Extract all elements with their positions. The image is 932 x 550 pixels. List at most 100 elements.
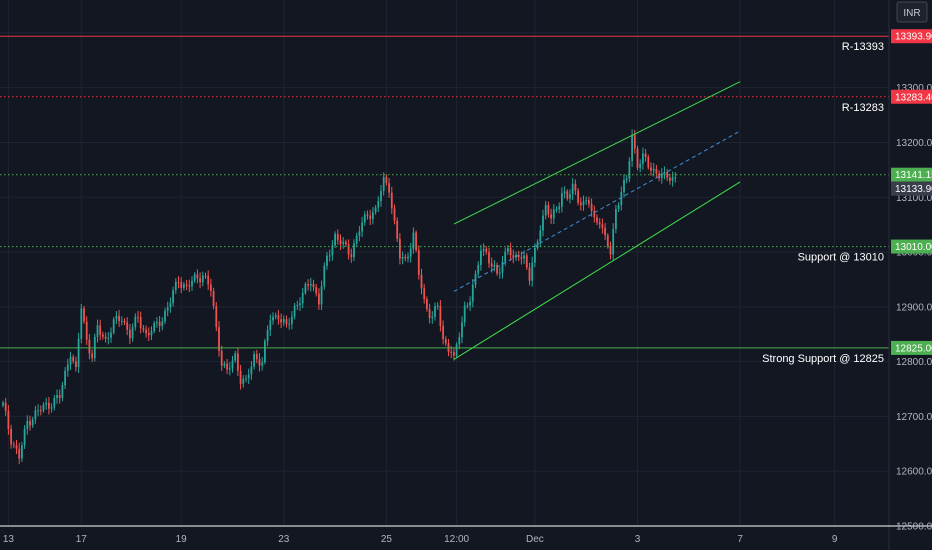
candle-body bbox=[134, 316, 137, 328]
candle-body bbox=[115, 315, 118, 320]
candle-body bbox=[601, 224, 604, 228]
candle-body bbox=[304, 284, 307, 293]
candle-body bbox=[477, 264, 480, 274]
candle-body bbox=[509, 248, 512, 256]
candle-body bbox=[466, 305, 469, 307]
candle-body bbox=[164, 310, 166, 322]
candle-body bbox=[585, 200, 588, 202]
candle-body bbox=[312, 283, 315, 287]
candle-body bbox=[501, 261, 504, 273]
candle-body bbox=[142, 327, 145, 330]
candle-body bbox=[347, 244, 350, 255]
candle-body bbox=[83, 308, 85, 322]
time-tick-label: 17 bbox=[76, 534, 88, 545]
time-tick-label: 13 bbox=[3, 534, 15, 545]
candle-body bbox=[382, 176, 385, 191]
candle-body bbox=[234, 353, 237, 361]
candle-body bbox=[237, 353, 239, 371]
candle-body bbox=[361, 222, 363, 232]
currency-label: INR bbox=[903, 8, 920, 19]
candle-body bbox=[242, 378, 245, 384]
candle-body bbox=[18, 448, 21, 459]
candle-body bbox=[153, 322, 156, 332]
candle-body bbox=[628, 161, 631, 179]
candle-body bbox=[339, 240, 342, 245]
candle-body bbox=[39, 410, 42, 412]
candle-body bbox=[439, 305, 442, 326]
candle-body bbox=[50, 407, 53, 409]
candle-body bbox=[625, 178, 628, 180]
time-tick-label: Dec bbox=[526, 534, 544, 545]
candle-body bbox=[45, 402, 48, 405]
candle-body bbox=[426, 299, 428, 310]
candle-body bbox=[593, 210, 596, 218]
candle-body bbox=[34, 410, 37, 420]
candle-body bbox=[331, 245, 334, 256]
candle-body bbox=[104, 336, 107, 339]
candle-body bbox=[471, 284, 474, 302]
candle-body bbox=[328, 255, 331, 257]
candle-body bbox=[185, 284, 188, 286]
level-price-labels: 13393.90 13283.40 13141.15 13010.00 12825.00… bbox=[891, 29, 932, 355]
candle-body bbox=[174, 281, 177, 291]
candle-body bbox=[126, 322, 129, 330]
candle-body bbox=[417, 250, 420, 275]
candle-body bbox=[201, 275, 204, 283]
candle-body bbox=[288, 323, 291, 325]
candle-body bbox=[199, 278, 201, 283]
candle-body bbox=[353, 243, 355, 257]
candle-body bbox=[150, 331, 153, 336]
candle-body bbox=[563, 191, 566, 194]
candle-body bbox=[652, 168, 655, 171]
candle-body bbox=[112, 319, 115, 333]
candle-body bbox=[247, 374, 250, 379]
candle-body bbox=[307, 284, 309, 286]
currency-button[interactable]: INR bbox=[896, 1, 928, 23]
candle-body bbox=[504, 251, 507, 262]
candle-body bbox=[169, 303, 172, 308]
candle-body bbox=[350, 254, 353, 257]
candle-body bbox=[250, 366, 253, 375]
candle-body bbox=[301, 292, 304, 304]
candle-body bbox=[415, 232, 417, 251]
level-price-tag bbox=[891, 340, 932, 355]
level-annotation: R-13393 bbox=[842, 41, 884, 53]
candle-body bbox=[261, 362, 264, 366]
candle-body bbox=[80, 308, 83, 339]
price-levels bbox=[0, 35, 889, 349]
candle-body bbox=[293, 305, 296, 317]
candle-body bbox=[496, 264, 498, 274]
level-annotation: Support @ 13010 bbox=[798, 252, 884, 264]
candle-body bbox=[91, 353, 93, 359]
candle-body bbox=[196, 274, 199, 279]
candle-body bbox=[72, 356, 75, 362]
candle-body bbox=[48, 402, 50, 409]
time-tick-label: 9 bbox=[832, 534, 838, 545]
candle-body bbox=[212, 291, 215, 306]
candle-body bbox=[461, 322, 463, 338]
price-tick-label: 13300.00 bbox=[896, 83, 932, 94]
candle-body bbox=[542, 215, 544, 231]
candle-body bbox=[528, 267, 531, 281]
candle-body bbox=[396, 220, 399, 239]
candle-body bbox=[617, 205, 620, 210]
candle-body bbox=[655, 168, 658, 174]
candle-body bbox=[485, 248, 488, 253]
candle-body bbox=[129, 329, 131, 339]
candle-body bbox=[177, 281, 180, 283]
channel-line-lower bbox=[453, 181, 741, 360]
candle-body bbox=[579, 202, 582, 206]
candle-body bbox=[639, 163, 642, 168]
candle-body bbox=[550, 214, 552, 219]
candle-body bbox=[23, 428, 26, 446]
candle-body bbox=[520, 257, 523, 259]
candle-body bbox=[409, 248, 412, 257]
candle-body bbox=[455, 344, 458, 356]
time-axis[interactable]: 13 17 19 23 25 12:00 Dec 3 7 9 bbox=[3, 534, 838, 545]
candle-body bbox=[323, 265, 326, 287]
candle-body bbox=[525, 255, 528, 268]
candle-body bbox=[388, 183, 390, 193]
candle-body bbox=[258, 359, 261, 366]
grid bbox=[0, 0, 889, 527]
